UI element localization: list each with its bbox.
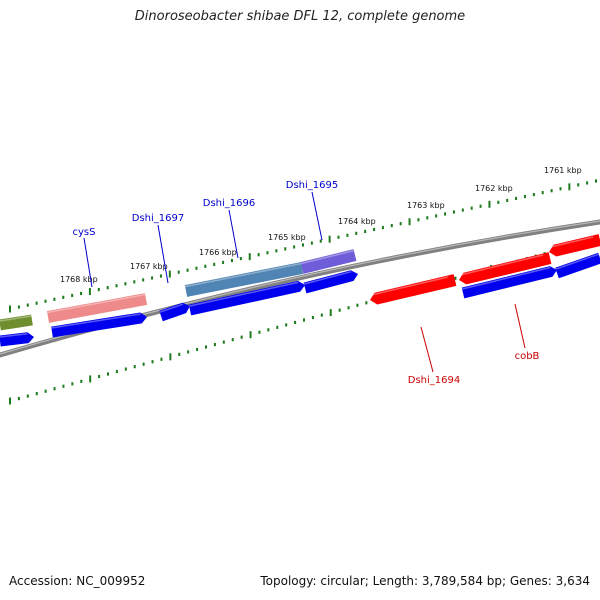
scale-label: 1768 kbp [60, 275, 98, 284]
cds-bar [188, 280, 305, 316]
cds-bar [555, 252, 600, 279]
label-group: 1761 kbp 1762 kbp 1763 kbp 1764 kbp 1765 kbp… [60, 166, 582, 386]
gene-label: Dshi_1697 [132, 213, 184, 224]
gene-bar-dshi1696 [184, 262, 304, 297]
cds-bar-shade [555, 253, 599, 270]
gene-bar-dshi1695 [300, 249, 357, 274]
gene-label-leader [83, 237, 93, 288]
gene-label: Dshi_1696 [203, 198, 255, 209]
genome-stats-text: Topology: circular; Length: 3,789,584 bp… [260, 574, 590, 588]
gene-label: cysS [73, 227, 96, 238]
gene-bar-red [549, 234, 600, 257]
cds-bar-shade [51, 313, 141, 329]
cds-bar-shade [303, 270, 352, 285]
scale-label: 1765 kbp [268, 233, 306, 242]
gene-label: cobB [515, 351, 540, 362]
cds-bar [303, 270, 358, 294]
gene-bar-olive [0, 314, 33, 331]
accession-text: Accession: NC_009952 [9, 574, 146, 588]
outer-scale-ticks [9, 179, 597, 313]
scale-label: 1766 kbp [199, 248, 237, 257]
gene-bar-red-shade [547, 236, 594, 249]
cds-bar-shade [461, 266, 551, 290]
scale-label: 1763 kbp [407, 201, 445, 210]
gene-bar-cobB-shade [457, 254, 544, 277]
gene-bar-cysS [46, 293, 148, 323]
cds-bar-shade [0, 332, 28, 338]
gene-bar-cysS-shade [47, 293, 146, 314]
gene-label: Dshi_1694 [408, 375, 460, 386]
gene-label-leader [157, 224, 169, 284]
gene-bar-dshi1694 [370, 274, 457, 305]
gene-bar-olive-shade [0, 315, 32, 322]
gene-label: Dshi_1695 [286, 180, 338, 191]
gene-bar-dshi1694-shade [368, 276, 449, 297]
scale-label: 1762 kbp [475, 184, 513, 193]
cds-bar [51, 312, 147, 338]
feature-group [0, 234, 600, 347]
cds-bar [461, 266, 557, 299]
gene-label-leader [420, 326, 434, 373]
gene-bar-cobB [459, 252, 552, 285]
gene-bar-dshi1696-shade [184, 262, 302, 288]
gene-label-leader [514, 303, 526, 349]
cds-bar [0, 332, 34, 347]
gene-bar-dshi1695-shade [300, 249, 355, 265]
gene-label-leader [228, 209, 239, 259]
cds-bar [159, 302, 190, 322]
cds-bar-shade [188, 281, 299, 307]
scale-label: 1764 kbp [338, 217, 376, 226]
map-title: Dinoroseobacter shibae DFL 12, complete … [134, 9, 466, 24]
scale-label: 1767 kbp [130, 262, 168, 271]
scale-label: 1761 kbp [544, 166, 582, 175]
gene-label-leader [311, 191, 323, 241]
cds-bar-shade [159, 303, 184, 313]
